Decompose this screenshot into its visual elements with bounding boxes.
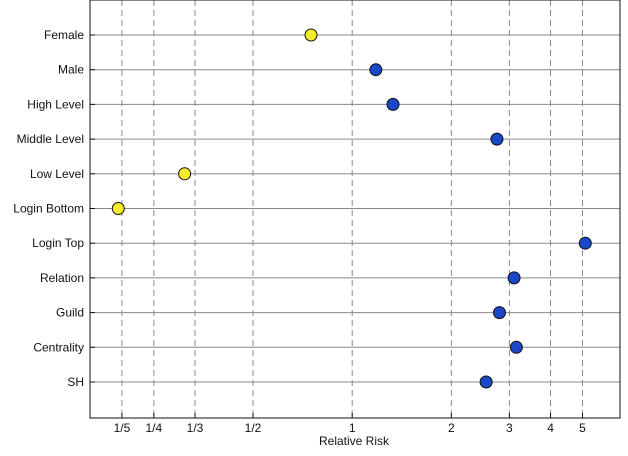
tick-label-x-3: 1/2 [245,421,262,435]
category-label-10: SH [67,375,84,389]
category-label-7: Relation [40,271,84,285]
category-label-9: Centrality [33,340,84,354]
data-point-0 [304,28,318,42]
category-label-2: High Level [27,97,84,111]
horizontal-gridlines [90,34,620,383]
data-point-10 [479,375,493,389]
x-axis-ticks [90,34,583,418]
tick-label-x-5: 2 [448,421,455,435]
category-label-6: Login Top [32,236,84,250]
data-point-4 [178,167,192,181]
tick-label-x-7: 4 [547,421,554,435]
tick-label-x-6: 3 [506,421,513,435]
data-point-3 [490,132,504,146]
category-label-4: Low Level [30,167,84,181]
category-label-8: Guild [56,306,84,320]
data-point-2 [386,97,400,111]
category-labels: Female Male High Level Middle Level Low Leve… [13,28,84,389]
data-points [111,28,592,389]
tick-label-x-4: 1 [349,421,356,435]
category-label-1: Male [58,63,84,77]
category-label-5: Login Bottom [13,202,84,216]
data-point-6 [578,236,592,250]
data-point-5 [111,202,125,215]
category-label-0: Female [44,28,84,42]
x-axis-tick-labels: 1/5 1/4 1/3 1/2 1 2 3 4 5 [114,421,587,435]
x-axis-title: Relative Risk [319,434,390,448]
tick-label-x-1: 1/4 [146,421,163,435]
category-label-3: Middle Level [17,132,84,146]
tick-label-x-2: 1/3 [187,421,204,435]
data-point-8 [493,306,507,320]
tick-label-x-8: 5 [579,421,586,435]
data-point-1 [369,63,383,77]
data-point-9 [509,340,523,354]
tick-label-x-0: 1/5 [114,421,131,435]
data-point-7 [507,271,521,285]
